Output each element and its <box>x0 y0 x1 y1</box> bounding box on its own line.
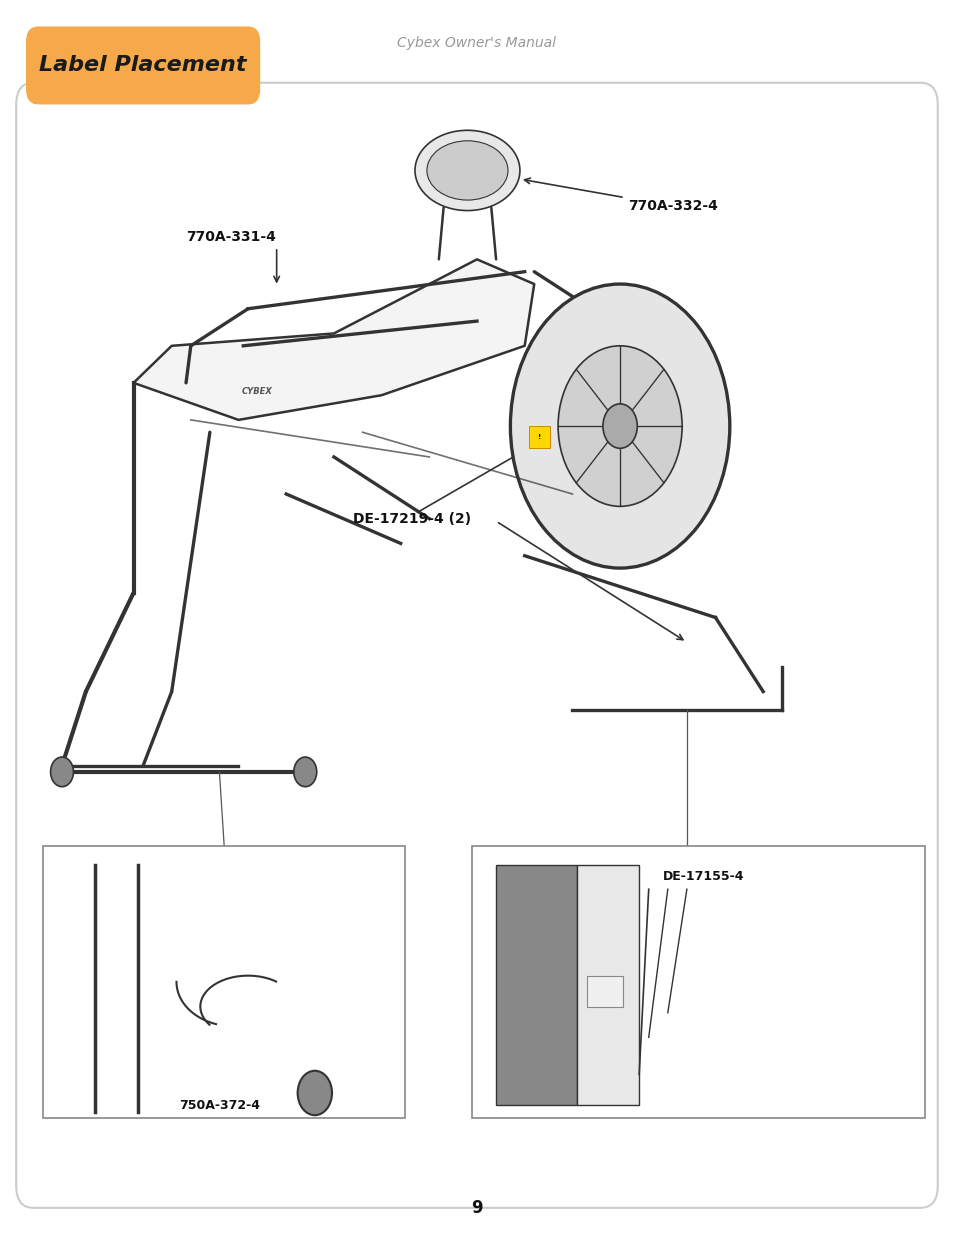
FancyBboxPatch shape <box>472 846 924 1118</box>
Circle shape <box>558 346 681 506</box>
Text: !: ! <box>537 435 541 440</box>
Text: Label Placement: Label Placement <box>39 56 247 75</box>
FancyBboxPatch shape <box>27 27 259 104</box>
Text: 750A-372-4: 750A-372-4 <box>179 1099 259 1112</box>
Ellipse shape <box>415 131 519 211</box>
Text: DE-17219-4 (2): DE-17219-4 (2) <box>353 511 471 526</box>
Text: 770A-332-4: 770A-332-4 <box>627 199 717 214</box>
Circle shape <box>297 1071 332 1115</box>
Text: CYBEX: CYBEX <box>242 387 273 396</box>
Circle shape <box>510 284 729 568</box>
Circle shape <box>51 757 73 787</box>
Circle shape <box>294 757 316 787</box>
Text: DE-17155-4: DE-17155-4 <box>662 871 743 883</box>
FancyBboxPatch shape <box>43 846 405 1118</box>
Text: 770A-331-4: 770A-331-4 <box>186 230 275 245</box>
Circle shape <box>602 404 637 448</box>
Polygon shape <box>133 259 534 420</box>
Text: 9: 9 <box>471 1199 482 1216</box>
Bar <box>529 426 550 448</box>
Bar <box>586 976 622 1007</box>
Bar <box>496 864 577 1105</box>
Text: Cybex Owner's Manual: Cybex Owner's Manual <box>397 36 556 51</box>
Ellipse shape <box>426 141 507 200</box>
FancyBboxPatch shape <box>16 83 937 1208</box>
Bar <box>577 864 639 1105</box>
